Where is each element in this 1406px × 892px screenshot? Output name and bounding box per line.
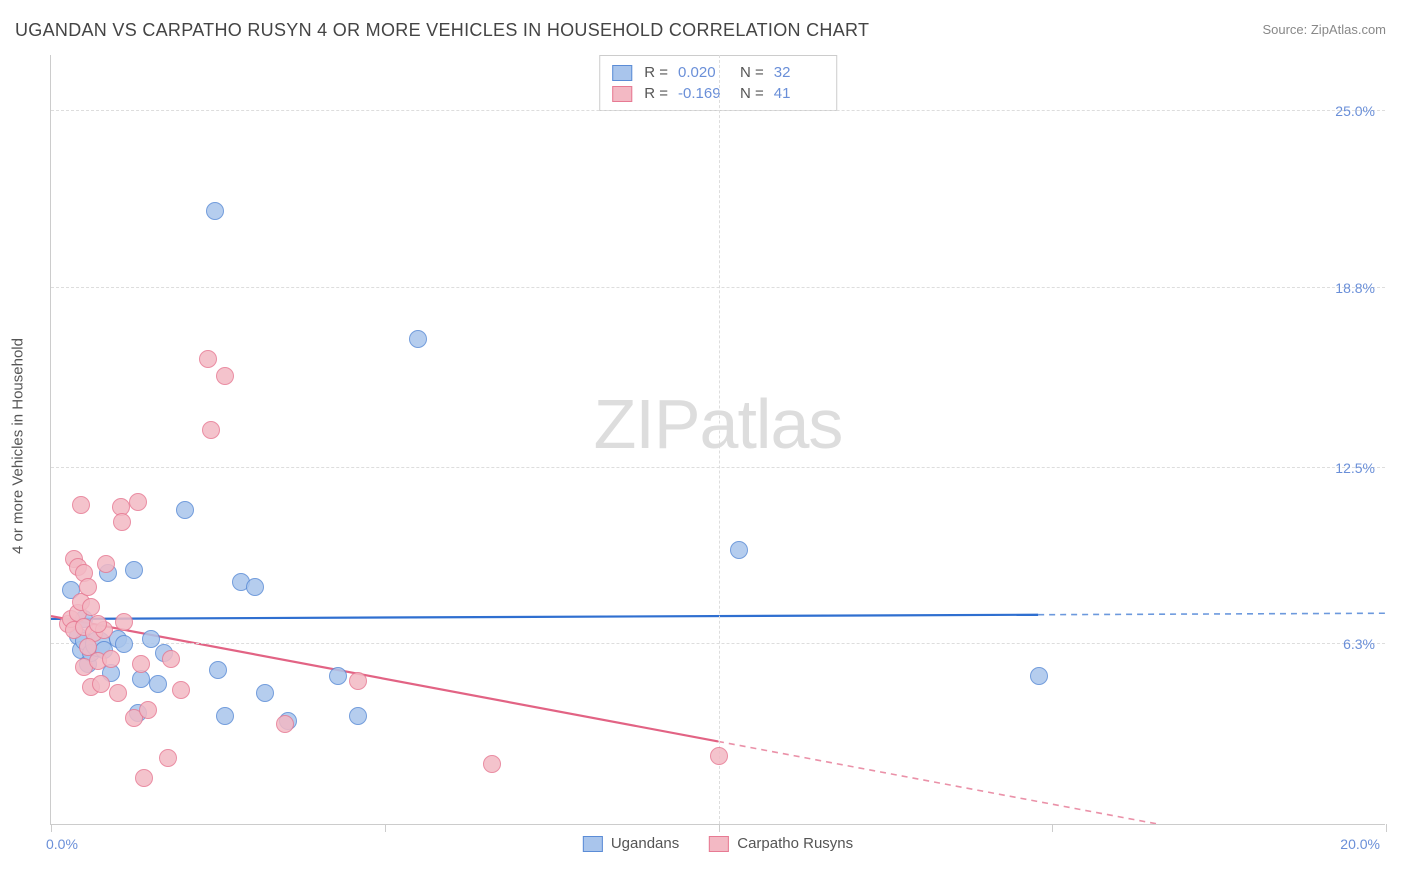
x-tick [1386,824,1387,832]
scatter-point [102,650,120,668]
legend-swatch-1 [612,86,632,102]
scatter-point [206,202,224,220]
scatter-point [132,655,150,673]
scatter-point [216,707,234,725]
scatter-point [199,350,217,368]
n-label-0: N = [740,64,764,81]
r-value-0: 0.020 [678,64,728,81]
scatter-point [92,675,110,693]
scatter-point [276,715,294,733]
source-attribution: Source: ZipAtlas.com [1262,22,1386,37]
scatter-point [730,541,748,559]
n-value-1: 41 [774,85,824,102]
scatter-point [483,755,501,773]
n-value-0: 32 [774,64,824,81]
x-axis-label-left: 0.0% [46,836,78,852]
y-tick-label: 12.5% [1335,460,1375,476]
legend-bottom-swatch-1 [709,836,729,852]
scatter-point [142,630,160,648]
scatter-point [149,675,167,693]
scatter-point [409,330,427,348]
x-axis-label-right: 20.0% [1340,836,1380,852]
scatter-point [1030,667,1048,685]
r-label-1: R = [644,85,668,102]
y-axis-title: 4 or more Vehicles in Household [10,338,27,554]
scatter-point [125,561,143,579]
x-tick [719,824,720,832]
scatter-point [246,578,264,596]
watermark-light: atlas [700,385,843,463]
x-tick [385,824,386,832]
legend-swatch-0 [612,65,632,81]
scatter-point [159,749,177,767]
legend-series: Ugandans Carpatho Rusyns [583,835,853,852]
watermark-bold: ZIP [594,385,700,463]
scatter-point [176,501,194,519]
scatter-point [115,613,133,631]
legend-label-0: Ugandans [611,835,679,852]
y-tick-label: 25.0% [1335,103,1375,119]
legend-item-1: Carpatho Rusyns [709,835,853,852]
chart-container: UGANDAN VS CARPATHO RUSYN 4 OR MORE VEHI… [0,0,1406,892]
y-tick-label: 6.3% [1343,636,1375,652]
plot-area: ZIPatlas R = 0.020 N = 32 R = -0.169 N =… [50,55,1385,825]
x-tick [51,824,52,832]
legend-bottom-swatch-0 [583,836,603,852]
scatter-point [202,421,220,439]
scatter-point [97,555,115,573]
r-label-0: R = [644,64,668,81]
scatter-point [216,367,234,385]
legend-label-1: Carpatho Rusyns [737,835,853,852]
r-value-1: -0.169 [678,85,728,102]
scatter-point [135,769,153,787]
scatter-point [129,493,147,511]
y-tick-label: 18.8% [1335,280,1375,296]
scatter-point [109,684,127,702]
scatter-point [710,747,728,765]
scatter-point [115,635,133,653]
scatter-point [256,684,274,702]
scatter-point [349,672,367,690]
x-tick [1052,824,1053,832]
n-label-1: N = [740,85,764,102]
scatter-point [89,615,107,633]
scatter-point [172,681,190,699]
scatter-point [349,707,367,725]
scatter-point [72,496,90,514]
vertical-gridline [719,55,720,824]
scatter-point [139,701,157,719]
scatter-point [329,667,347,685]
scatter-point [162,650,180,668]
chart-title: UGANDAN VS CARPATHO RUSYN 4 OR MORE VEHI… [15,20,869,41]
scatter-point [79,638,97,656]
scatter-point [113,513,131,531]
scatter-point [82,598,100,616]
scatter-point [79,578,97,596]
legend-item-0: Ugandans [583,835,679,852]
scatter-point [209,661,227,679]
